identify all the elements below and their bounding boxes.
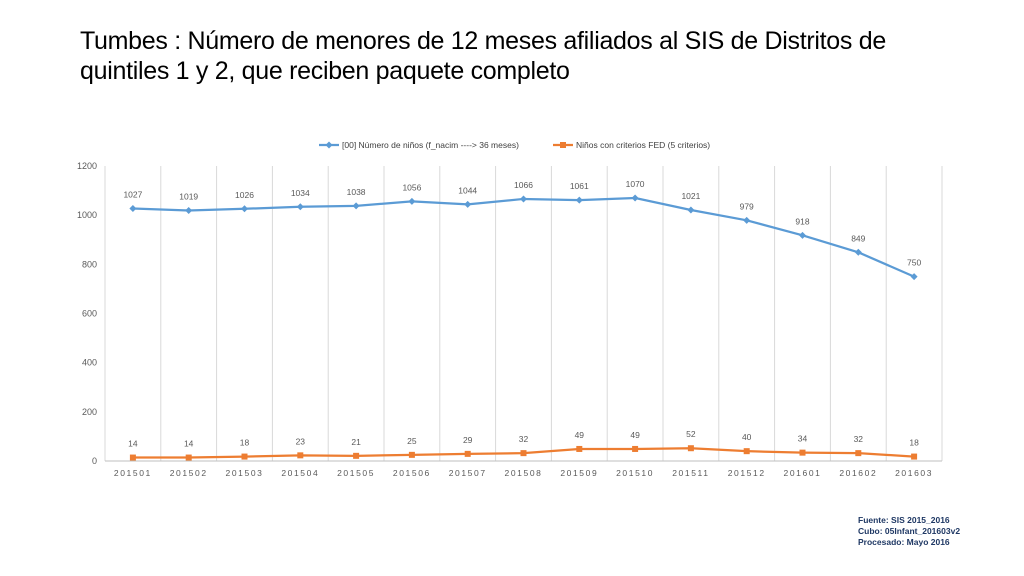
x-tick-label: 201502 [170,468,208,478]
data-label: 1056 [402,182,421,192]
data-label: 40 [742,432,752,442]
data-point [408,451,415,458]
source-note: Fuente: SIS 2015_2016 Cubo: 05Infant_201… [858,515,960,548]
data-label: 918 [795,216,809,226]
data-point [743,448,750,455]
data-label: 849 [851,233,865,243]
data-point [185,454,192,461]
data-point [799,231,806,239]
page-title: Tumbes : Número de menores de 12 meses a… [80,27,886,85]
data-point [129,454,136,461]
data-point [408,197,416,205]
data-point [631,194,639,202]
data-label: 750 [907,258,921,268]
data-point [743,216,751,224]
data-label: 25 [407,436,417,446]
data-point [185,206,193,214]
data-point [241,453,248,460]
data-label: 1034 [291,188,310,198]
data-point [687,445,694,452]
x-tick-label: 201505 [337,468,375,478]
data-point [520,195,527,203]
data-point [352,202,360,210]
data-point [296,203,304,211]
data-label: 34 [798,434,808,444]
data-label: 1019 [179,191,198,201]
data-label: 1061 [570,181,589,191]
data-label: 32 [519,434,529,444]
legend-label: Niños con criterios FED (5 criterios) [576,140,710,150]
data-label: 14 [128,439,138,449]
series-line [132,196,915,278]
data-point [520,450,527,457]
data-point [353,452,360,459]
x-tick-label: 201603 [895,468,933,478]
y-tick-label: 0 [92,456,97,466]
data-label: 32 [854,434,864,444]
source-line: Fuente: SIS 2015_2016 [858,515,950,525]
cube-line: Cubo: 05Infant_201603v2 [858,526,961,536]
y-tick-label: 1000 [77,210,97,220]
data-point [799,449,806,456]
y-tick-label: 800 [82,259,97,269]
data-point [855,450,862,457]
x-tick-label: 201511 [672,468,709,478]
x-tick-label: 201601 [784,468,822,478]
data-label: 1027 [123,190,142,200]
x-tick-label: 201510 [616,468,654,478]
data-point [576,445,583,452]
data-label: 49 [630,430,640,440]
data-point [297,452,304,459]
y-tick-label: 600 [82,309,97,319]
data-label: 1038 [347,187,366,197]
data-label: 1026 [235,190,254,200]
data-label: 49 [575,430,585,440]
data-point [911,453,918,460]
legend-marker [560,142,566,148]
data-label: 1021 [681,191,700,201]
legend-marker [325,141,333,149]
x-tick-label: 201501 [114,468,152,478]
data-label: 1070 [626,179,645,189]
data-label: 18 [240,438,250,448]
processed-line: Procesado: Mayo 2016 [858,537,950,547]
data-label: 14 [184,439,194,449]
data-point [464,450,471,457]
data-point [464,200,472,208]
data-point [129,205,137,213]
data-point [241,205,248,213]
legend-label: [00] Número de niños (f_nacim ----> 36 m… [342,140,519,150]
y-tick-label: 1200 [77,161,97,171]
y-tick-label: 200 [82,407,97,417]
data-point [854,248,862,256]
data-label: 52 [686,429,696,439]
data-label: 21 [351,437,361,447]
data-point [632,445,639,452]
data-label: 1044 [458,185,477,195]
x-tick-label: 201509 [560,468,598,478]
y-tick-label: 400 [82,358,97,368]
data-label: 29 [463,435,473,445]
data-label: 979 [740,201,754,211]
data-label: 1066 [514,180,533,190]
x-tick-label: 201602 [839,468,877,478]
data-label: 23 [296,436,306,446]
x-tick-label: 201504 [281,468,319,478]
x-tick-label: 201512 [728,468,766,478]
x-tick-label: 201507 [449,468,487,478]
data-point [910,273,918,281]
data-point [575,196,583,204]
x-tick-label: 201506 [393,468,431,478]
x-tick-label: 201508 [505,468,543,478]
data-label: 18 [909,438,919,448]
data-point [687,206,695,214]
x-tick-label: 201503 [226,468,264,478]
